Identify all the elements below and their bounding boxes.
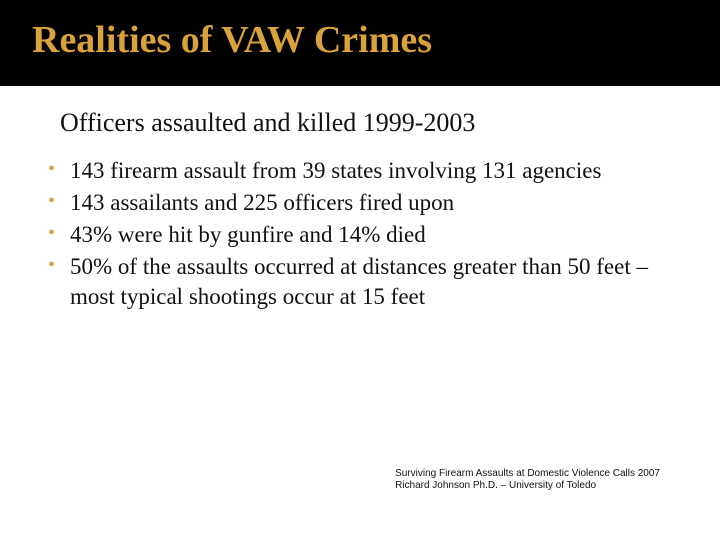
- list-item: 143 firearm assault from 39 states invol…: [48, 156, 680, 186]
- citation-line: Surviving Firearm Assaults at Domestic V…: [395, 468, 660, 480]
- bullet-list: 143 firearm assault from 39 states invol…: [48, 156, 680, 311]
- list-item: 43% were hit by gunfire and 14% died: [48, 220, 680, 250]
- citation-line: Richard Johnson Ph.D. – University of To…: [395, 480, 660, 492]
- title-bar: Realities of VAW Crimes: [0, 0, 720, 86]
- slide-title: Realities of VAW Crimes: [32, 18, 696, 62]
- citation: Surviving Firearm Assaults at Domestic V…: [395, 468, 660, 492]
- list-item: 143 assailants and 225 officers fired up…: [48, 188, 680, 218]
- list-item: 50% of the assaults occurred at distance…: [48, 252, 680, 312]
- slide-subtitle: Officers assaulted and killed 1999-2003: [60, 108, 720, 138]
